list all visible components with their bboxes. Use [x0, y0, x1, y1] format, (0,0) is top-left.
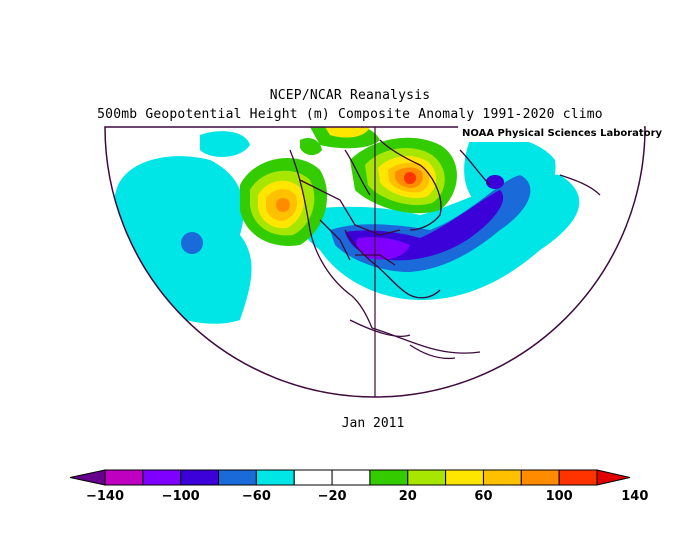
- colorbar-swatch: [293, 469, 333, 486]
- colorbar-swatch: [369, 469, 409, 486]
- colorbar-swatch: [142, 469, 182, 486]
- colorbar-swatch: [180, 469, 220, 486]
- colorbar-tick-label: 140: [621, 489, 648, 504]
- colorbar-tick-label: 100: [546, 489, 573, 504]
- colorbar-swatch: [255, 469, 295, 486]
- colorbar-tick-label: −20: [318, 489, 347, 504]
- credit-label: NOAA Physical Sciences Laboratory: [462, 128, 663, 139]
- colorbar-triangle-right: [596, 469, 631, 486]
- colorbar-tick-label: −100: [162, 489, 200, 504]
- colorbar-swatch: [104, 469, 144, 486]
- colorbar-swatch: [482, 469, 522, 486]
- credit-box: [458, 126, 644, 142]
- colorbar-tick-label: 60: [474, 489, 492, 504]
- chart-subtitle: 500mb Geopotential Height (m) Composite …: [97, 107, 603, 122]
- colorbar-swatch: [520, 469, 560, 486]
- colorbar-swatch: [331, 469, 371, 486]
- colorbar-tick-label: −140: [86, 489, 124, 504]
- colorbar-swatch: [218, 469, 257, 486]
- colorbar-triangle-left: [69, 469, 106, 486]
- chart-title: NCEP/NCAR Reanalysis: [269, 88, 431, 103]
- colorbar-swatch: [407, 469, 447, 486]
- period-label: Jan 2011: [341, 416, 405, 431]
- colorbar-swatch: [445, 469, 484, 486]
- colorbar-swatch: [558, 469, 598, 486]
- coastlines: [289, 139, 601, 360]
- colorbar-tick-label: −60: [242, 489, 271, 504]
- map-frame: [104, 126, 646, 398]
- colorbar-tick-label: 20: [399, 489, 417, 504]
